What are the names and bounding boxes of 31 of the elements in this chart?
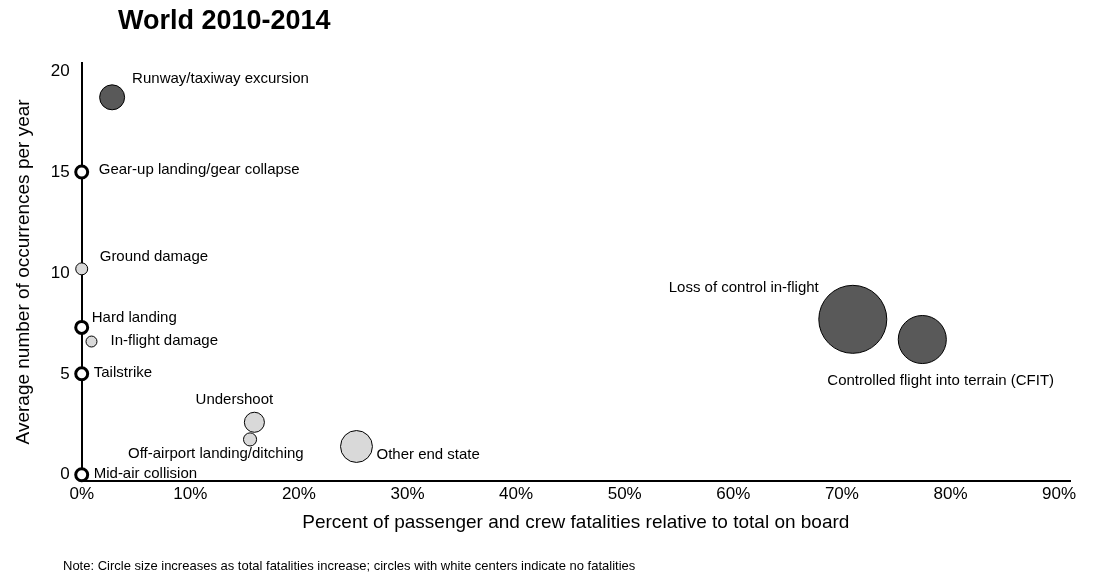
annotation: Other end state — [376, 444, 480, 462]
x-tick-label: 90% — [1042, 483, 1077, 503]
y-tick-label: 20 — [50, 60, 70, 80]
x-tick-label: 30% — [390, 483, 425, 503]
annotation: Gear-up landing/gear collapse — [98, 160, 300, 178]
annotation: Hard landing — [91, 307, 177, 325]
y-tick-label: 10 — [50, 262, 70, 282]
text: Note: Circle size increases as total fatalities increase; circles with white centers indicate no fatalities — [63, 557, 636, 573]
x-tick-label: 80% — [933, 483, 968, 503]
x-axis-title: Percent of passenger and crew fatalities relative to total on board — [302, 510, 850, 532]
annotation: Controlled flight into terrain (CFIT) — [827, 370, 1055, 388]
annotation: Runway/taxiway excursion — [132, 69, 309, 87]
y-axis-title: Average number of occurrences per year — [11, 98, 33, 445]
annotation: Ground damage — [99, 247, 209, 265]
annotation: Tailstrike — [93, 362, 153, 380]
annotation: Mid-air collision — [93, 463, 198, 481]
annotation: Loss of control in-flight — [668, 278, 820, 296]
y-tick-label: 0 — [60, 464, 70, 484]
annotation: Off-airport landing/ditching — [128, 443, 304, 461]
annotation: Undershoot — [195, 390, 274, 408]
x-tick-label: 60% — [716, 483, 751, 503]
y-tick-label: 15 — [50, 161, 70, 181]
chart-title: World 2010-2014 — [118, 5, 331, 36]
x-tick-label: 70% — [824, 483, 859, 503]
x-tick-label: 20% — [281, 483, 316, 503]
x-tick-label: 10% — [173, 483, 208, 503]
x-tick-label: 50% — [607, 483, 642, 503]
y-tick-label: 5 — [60, 363, 70, 383]
annotation: In-flight damage — [110, 330, 219, 348]
x-tick-label: 0% — [69, 483, 94, 503]
x-tick-label: 40% — [499, 483, 534, 503]
